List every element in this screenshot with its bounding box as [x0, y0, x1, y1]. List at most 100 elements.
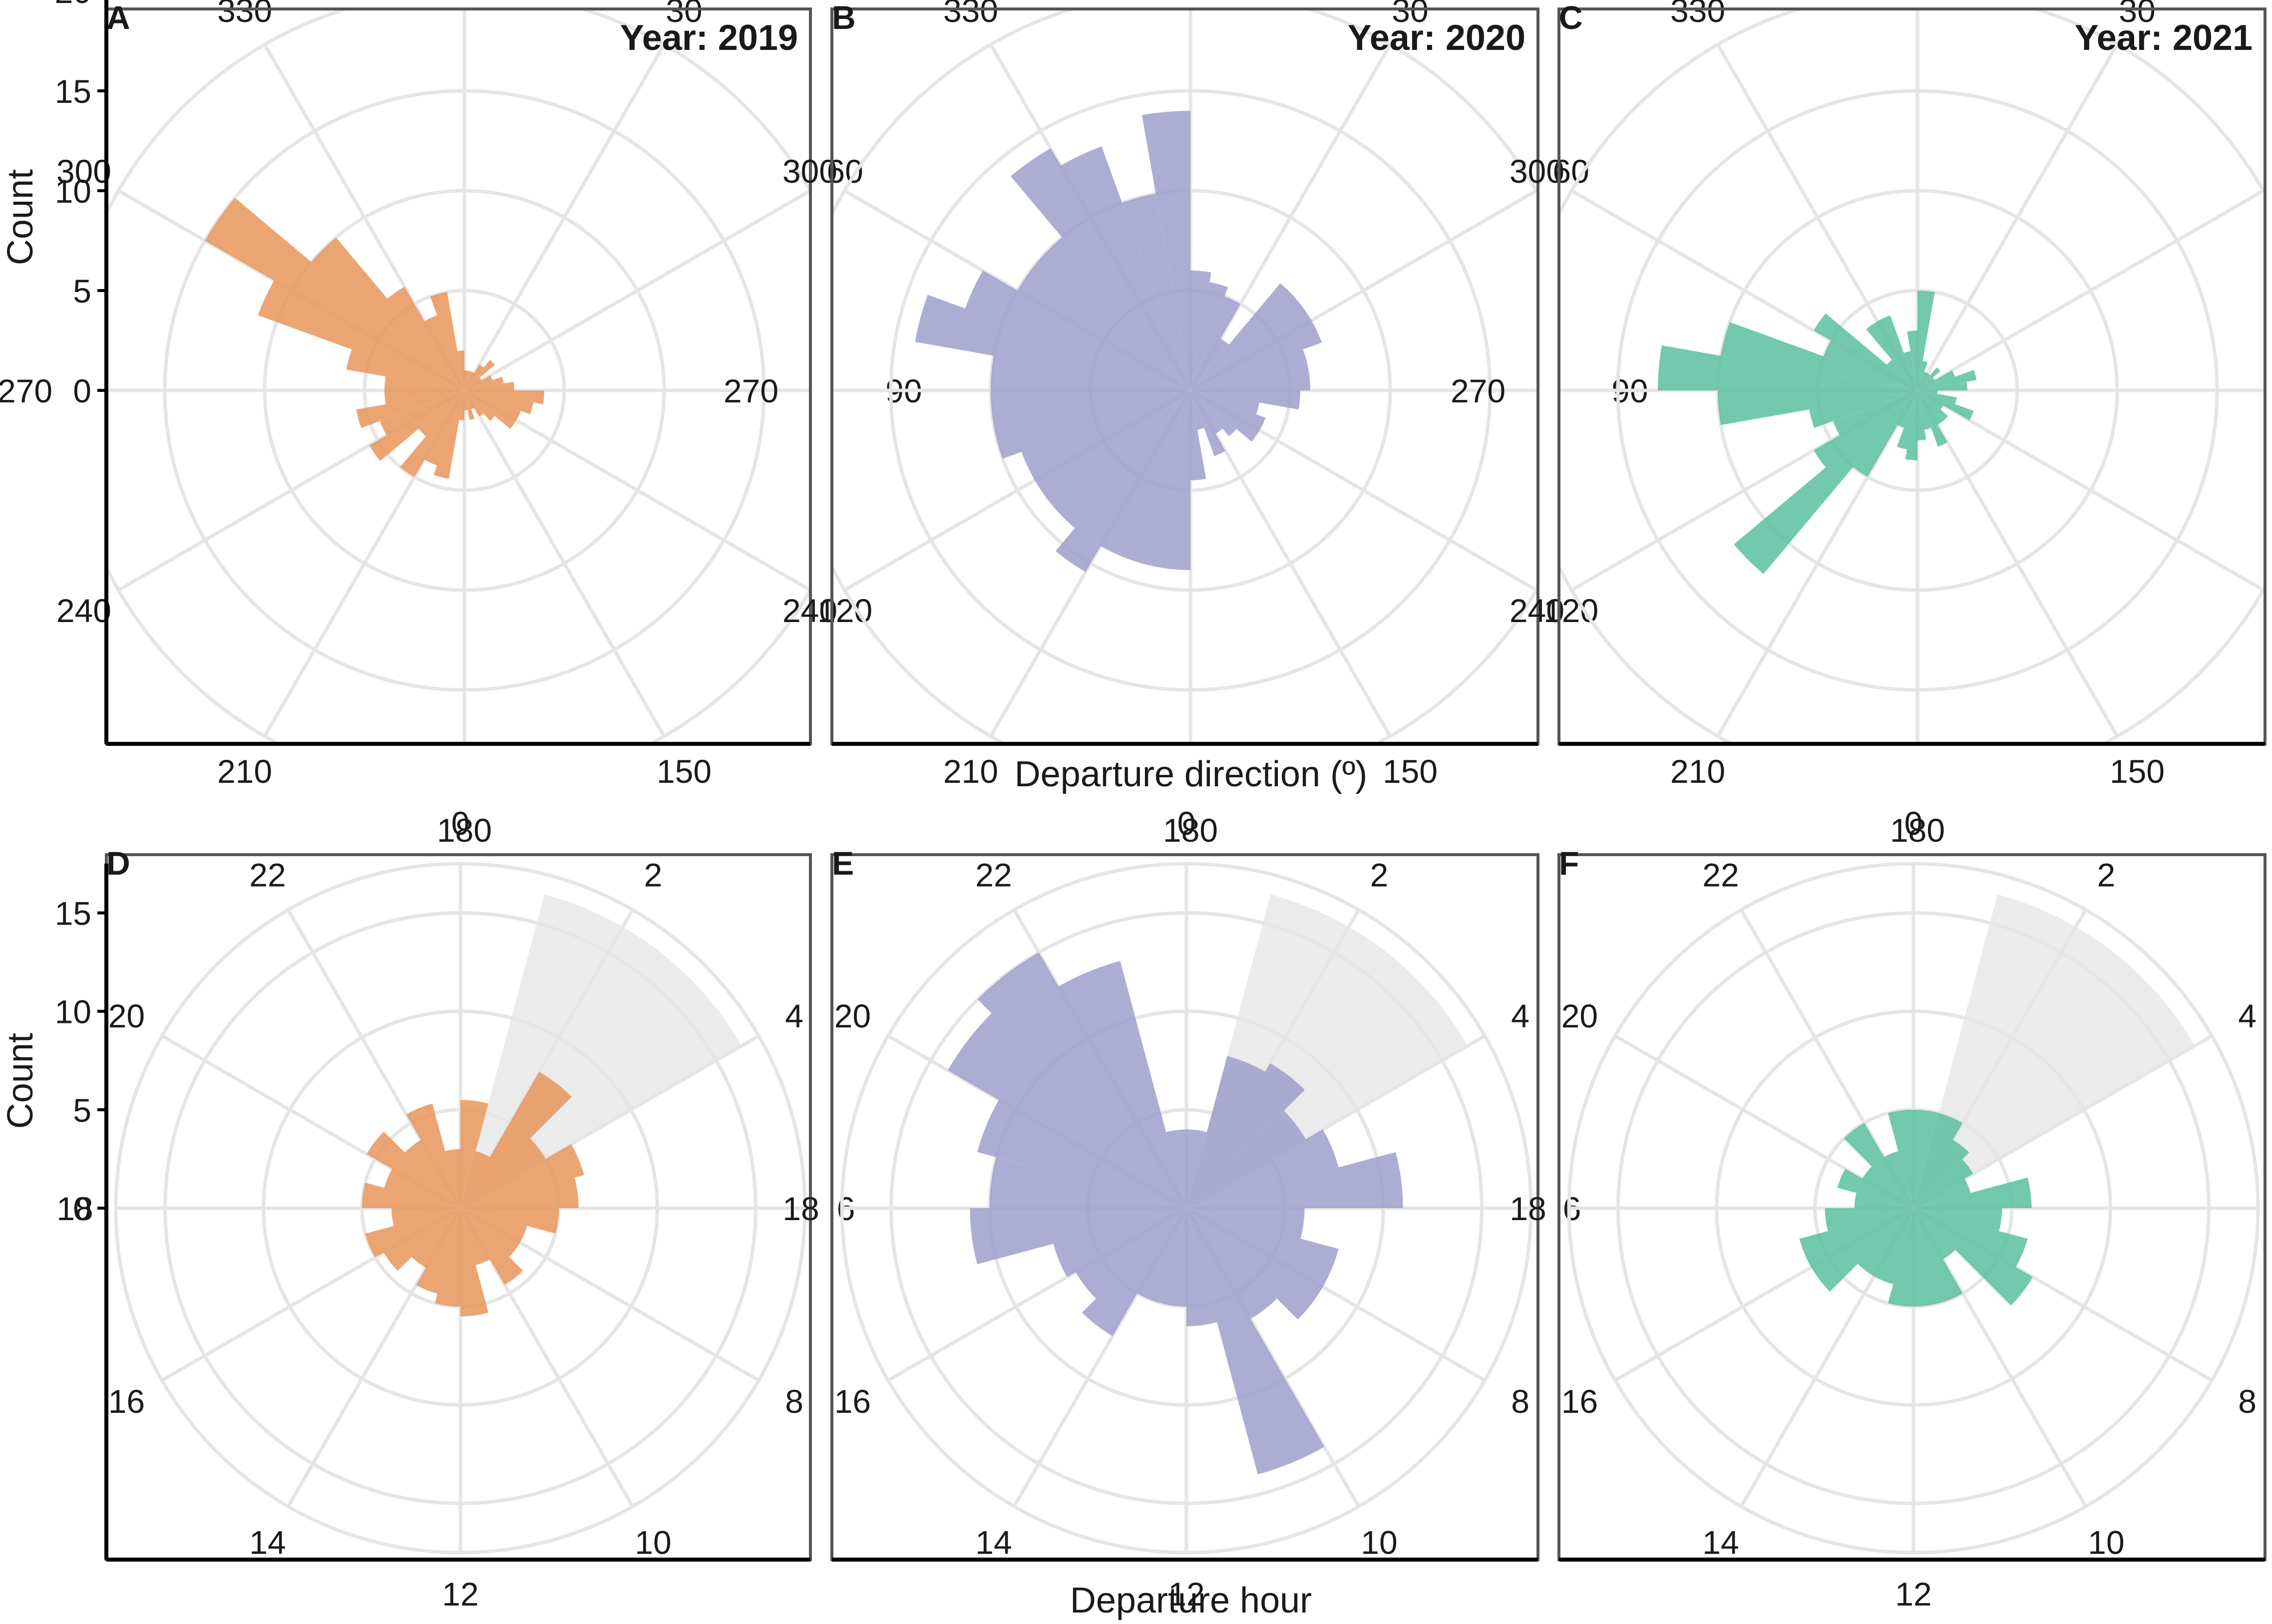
grid-spoke: [1916, 189, 2265, 392]
bar-6: [1186, 1208, 1305, 1239]
bar-230: [1814, 390, 1917, 468]
grid-spoke: [263, 43, 466, 391]
bar-210: [1056, 390, 1190, 572]
bar-300: [1814, 313, 1917, 390]
bar-3: [460, 1138, 546, 1208]
angle-label: 10: [635, 1524, 671, 1561]
bar-90: [464, 390, 545, 404]
bar-200: [424, 390, 464, 466]
bar-220: [1734, 390, 1917, 574]
bar-130: [1917, 390, 1948, 421]
bar-22: [406, 1103, 460, 1208]
bar-160: [1190, 390, 1204, 430]
bar-15: [383, 1208, 460, 1271]
bar-12: [1161, 1208, 1186, 1307]
bar-180: [1905, 390, 1917, 461]
year-label: Year: 2020: [1348, 18, 1525, 58]
grid-spoke: [1739, 909, 1915, 1209]
panel-plot-area: [106, 9, 810, 744]
bar-310: [1037, 237, 1190, 390]
bar-250: [356, 390, 464, 428]
bar-4: [1186, 1129, 1339, 1208]
y-tick-label: 5: [73, 273, 91, 310]
bar-7: [460, 1208, 527, 1243]
bar-6: [1913, 1208, 2002, 1231]
bar-340: [1903, 351, 1917, 390]
bar-350: [1141, 111, 1190, 390]
angle-label: 210: [1670, 753, 1725, 790]
bar-180: [459, 390, 464, 420]
panel-plot-area: [832, 9, 1538, 744]
angle-label: 300: [782, 153, 837, 190]
panel-letter: E: [832, 845, 854, 882]
angle-label: 210: [943, 753, 998, 790]
bar-40: [1190, 283, 1298, 390]
bar-120: [464, 390, 516, 429]
bar-21: [404, 1140, 460, 1208]
panel-plot-area: [840, 862, 1533, 1555]
bar-8: [1186, 1208, 1323, 1319]
bar-9: [1186, 1208, 1277, 1319]
angle-label: 16: [834, 1383, 871, 1420]
bar-20: [367, 1131, 460, 1208]
bar-1: [1186, 1056, 1265, 1208]
bar-21: [1844, 1123, 1913, 1208]
bar-3: [1186, 1110, 1306, 1208]
bar-100: [464, 390, 533, 414]
angle-label: 180: [437, 812, 492, 849]
angle-label: 330: [217, 0, 272, 29]
angle-label: 120: [2271, 592, 2272, 629]
bar-8: [460, 1208, 520, 1257]
angle-label: 30: [666, 0, 702, 29]
angle-label: 16: [1561, 1383, 1598, 1420]
bar-8: [1913, 1208, 2033, 1306]
bar-30: [1917, 373, 1930, 390]
bar-19: [384, 1169, 460, 1208]
bar-5: [1913, 1177, 2032, 1208]
bar-16: [1799, 1208, 1913, 1268]
bar-22: [1058, 961, 1186, 1208]
angle-label: 2: [644, 856, 663, 893]
bar-23: [1166, 1129, 1186, 1208]
angle-label: 0: [1904, 805, 1923, 842]
bar-60: [1917, 370, 1955, 390]
grid-spoke: [462, 43, 666, 391]
bar-260: [384, 390, 464, 404]
y-tick-label: 15: [55, 895, 91, 932]
bar-17: [1825, 1208, 1913, 1231]
bar-110: [1190, 390, 1266, 430]
bar-11: [1913, 1208, 1939, 1307]
bar-2: [1913, 1140, 1969, 1208]
bar-280: [1721, 322, 1917, 390]
bar-100: [1917, 390, 1957, 404]
grid-spoke: [1188, 43, 1392, 391]
bar-0: [460, 1100, 489, 1208]
angle-label: 4: [1511, 997, 1529, 1034]
bar-20: [1862, 1166, 1913, 1208]
grid-spoke: [1915, 43, 2119, 391]
panel-f: 0246810121416182022F: [1510, 805, 2267, 1613]
angle-label: 8: [1511, 1383, 1529, 1420]
bar-110: [464, 390, 521, 420]
bar-9: [460, 1208, 523, 1285]
bar-1: [460, 1151, 490, 1208]
angle-label: 20: [834, 997, 871, 1034]
angle-label: 300: [1510, 153, 1564, 190]
bar-60: [464, 375, 493, 390]
angle-label: 4: [785, 997, 803, 1034]
bar-190: [433, 390, 464, 479]
panel-letter: D: [106, 845, 130, 882]
grid-spoke: [286, 1207, 462, 1508]
bar-40: [1917, 367, 1940, 390]
bar-7: [1186, 1208, 1339, 1287]
angle-label: 30: [1392, 0, 1428, 29]
bar-11: [1186, 1208, 1217, 1326]
bar-260: [991, 390, 1190, 425]
bar-50: [1190, 301, 1312, 390]
y-tick-label: 10: [55, 173, 91, 210]
bar-23: [1888, 1109, 1913, 1208]
bar-180: [1159, 390, 1190, 570]
bar-80: [1190, 369, 1311, 390]
